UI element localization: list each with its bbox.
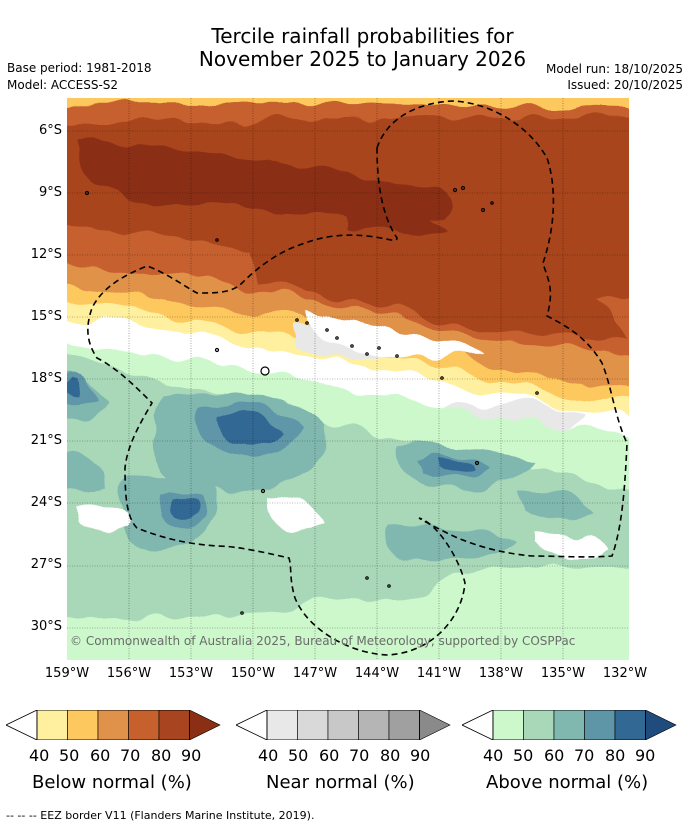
colorbar-below-title: Below normal (%) <box>32 772 192 793</box>
copyright-note: © Commonwealth of Australia 2025, Bureau… <box>70 634 576 648</box>
lon-tick-153w: 153°W <box>168 666 214 681</box>
colorbar-above-cell-60-70 <box>553 710 585 740</box>
neutral-gap-3 <box>537 531 607 556</box>
above-80-region-3 <box>437 460 472 474</box>
probability-map <box>67 98 629 660</box>
graticule <box>67 98 629 660</box>
colorbar-near-min-arrow <box>236 710 268 740</box>
colorbar-near-max-arrow <box>419 710 451 740</box>
title-line-1: Tercile rainfall probabilities for <box>211 24 514 48</box>
lon-tick-138w: 138°W <box>478 666 524 681</box>
neutral-gap-1 <box>77 506 127 534</box>
lat-tick-24s: 24°S <box>30 495 62 510</box>
colorbar-below-cell-60-70 <box>97 710 129 740</box>
colorbar-below-cell-50-60 <box>67 710 99 740</box>
below-80-blob <box>247 237 627 340</box>
lat-tick-27s: 27°S <box>30 557 62 572</box>
lat-tick-18s: 18°S <box>30 371 62 386</box>
colorbar-below <box>6 710 221 740</box>
lon-tick-150w: 150°W <box>230 666 276 681</box>
colorbar-near-cell-60-70 <box>327 710 359 740</box>
colorbar-near-cell-80-90 <box>388 710 420 740</box>
colorbar-below-cell-70-80 <box>128 710 160 740</box>
neutral-gap-2 <box>267 496 322 529</box>
below-top-strip <box>67 98 629 110</box>
above-60-region-7 <box>517 492 597 520</box>
cb-below-tick-50: 50 <box>59 746 80 765</box>
cb-below-tick-40: 40 <box>29 746 50 765</box>
above-80-region-2 <box>175 498 201 519</box>
eez-border <box>87 100 628 656</box>
lon-tick-132w: 132°W <box>602 666 648 681</box>
colorbar-below-min-arrow <box>6 710 38 740</box>
eez-border-note: -- -- -- EEZ border V11 (Flanders Marine… <box>6 809 315 822</box>
lat-tick-12s: 12°S <box>30 247 62 262</box>
colorbar-above-min-arrow <box>462 710 494 740</box>
cb-above-tick-50: 50 <box>513 746 534 765</box>
lon-tick-141w: 141°W <box>416 666 462 681</box>
cb-above-tick-90: 90 <box>635 746 656 765</box>
title-line-2: November 2025 to January 2026 <box>198 47 527 71</box>
colorbar-near-cell-70-80 <box>358 710 390 740</box>
cb-near-tick-50: 50 <box>288 746 309 765</box>
cb-near-tick-70: 70 <box>349 746 370 765</box>
cb-above-tick-40: 40 <box>483 746 504 765</box>
colorbar-near-cell-40-50 <box>266 710 298 740</box>
lat-tick-30s: 30°S <box>30 619 62 634</box>
colorbar-near <box>236 710 451 740</box>
lon-tick-147w: 147°W <box>292 666 338 681</box>
colorbar-near-cell-50-60 <box>297 710 329 740</box>
cb-above-tick-80: 80 <box>605 746 626 765</box>
above-60-region-6 <box>385 526 517 560</box>
cb-below-tick-70: 70 <box>120 746 141 765</box>
cb-above-tick-70: 70 <box>574 746 595 765</box>
below-90-blob <box>77 138 453 220</box>
cb-below-tick-80: 80 <box>151 746 172 765</box>
colorbar-near-title: Near normal (%) <box>266 772 415 793</box>
cb-near-tick-90: 90 <box>410 746 431 765</box>
above-80-region-1 <box>217 413 287 441</box>
model-name: Model: ACCESS-S2 <box>7 78 119 92</box>
lon-tick-159w: 159°W <box>44 666 90 681</box>
colorbar-below-cell-80-90 <box>158 710 190 740</box>
model-run: Model run: 18/10/2025 <box>545 62 683 76</box>
below-90-blob-2 <box>347 203 447 234</box>
islands <box>84 185 539 615</box>
colorbar-above-cell-70-80 <box>584 710 616 740</box>
map-svg <box>67 98 629 660</box>
colorbar-below-max-arrow <box>189 710 221 740</box>
issued-date: Issued: 20/10/2025 <box>567 78 683 92</box>
colorbar-above-cell-50-60 <box>523 710 555 740</box>
cb-near-tick-40: 40 <box>258 746 279 765</box>
cb-above-tick-60: 60 <box>544 746 565 765</box>
lon-tick-156w: 156°W <box>106 666 152 681</box>
cb-below-tick-90: 90 <box>181 746 202 765</box>
cb-below-tick-60: 60 <box>90 746 111 765</box>
colorbar-above-cell-80-90 <box>614 710 646 740</box>
colorbar-above-cell-40-50 <box>492 710 524 740</box>
colorbar-below-cell-40-50 <box>36 710 68 740</box>
lon-tick-135w: 135°W <box>540 666 586 681</box>
above-60-region-5 <box>67 451 108 491</box>
cb-near-tick-60: 60 <box>319 746 340 765</box>
colorbar-above-title: Above normal (%) <box>486 772 649 793</box>
lat-tick-15s: 15°S <box>30 309 62 324</box>
colorbar-above <box>462 710 677 740</box>
lat-tick-21s: 21°S <box>30 433 62 448</box>
lon-tick-144w: 144°W <box>354 666 400 681</box>
colorbar-above-max-arrow <box>645 710 677 740</box>
cb-near-tick-80: 80 <box>380 746 401 765</box>
lat-tick-6s: 6°S <box>38 123 62 138</box>
base-period: Base period: 1981-2018 <box>7 61 152 75</box>
above-80-region-4 <box>67 378 86 397</box>
lat-tick-9s: 9°S <box>38 185 62 200</box>
